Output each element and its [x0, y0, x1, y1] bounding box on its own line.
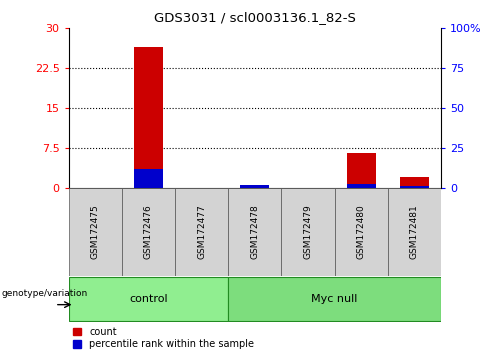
- FancyBboxPatch shape: [69, 277, 228, 321]
- Legend: count, percentile rank within the sample: count, percentile rank within the sample: [74, 327, 254, 349]
- Bar: [240, 185, 270, 188]
- Bar: [134, 47, 163, 188]
- Bar: [400, 177, 429, 188]
- Bar: [240, 185, 270, 188]
- Text: GSM172476: GSM172476: [144, 205, 153, 259]
- Text: genotype/variation: genotype/variation: [1, 289, 88, 298]
- FancyBboxPatch shape: [228, 188, 281, 276]
- FancyBboxPatch shape: [335, 188, 388, 276]
- Text: Myc null: Myc null: [312, 294, 358, 304]
- Bar: [346, 153, 376, 188]
- FancyBboxPatch shape: [281, 188, 335, 276]
- Text: GSM172480: GSM172480: [357, 205, 366, 259]
- FancyBboxPatch shape: [388, 188, 441, 276]
- Bar: [400, 186, 429, 188]
- Text: GSM172478: GSM172478: [250, 205, 259, 259]
- Bar: [346, 184, 376, 188]
- Bar: [134, 169, 163, 188]
- FancyBboxPatch shape: [228, 277, 441, 321]
- Text: GSM172479: GSM172479: [303, 205, 313, 259]
- FancyBboxPatch shape: [175, 188, 228, 276]
- Text: control: control: [129, 294, 168, 304]
- Text: GSM172481: GSM172481: [410, 205, 419, 259]
- Text: GSM172477: GSM172477: [197, 205, 206, 259]
- FancyBboxPatch shape: [122, 188, 175, 276]
- Title: GDS3031 / scl0003136.1_82-S: GDS3031 / scl0003136.1_82-S: [154, 11, 356, 24]
- FancyBboxPatch shape: [69, 188, 122, 276]
- Text: GSM172475: GSM172475: [91, 205, 99, 259]
